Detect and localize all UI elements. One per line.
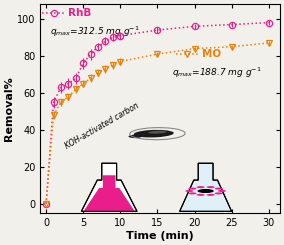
Ellipse shape <box>148 131 166 134</box>
Circle shape <box>218 190 226 192</box>
Polygon shape <box>180 163 232 211</box>
X-axis label: Time (min): Time (min) <box>126 231 194 241</box>
Text: KOH-activated carbon: KOH-activated carbon <box>63 101 140 151</box>
Polygon shape <box>81 163 137 211</box>
Circle shape <box>128 135 142 138</box>
Circle shape <box>206 194 215 196</box>
Circle shape <box>206 186 215 188</box>
Text: RhB: RhB <box>68 8 92 18</box>
Circle shape <box>188 188 197 190</box>
Circle shape <box>197 194 205 196</box>
Text: MO: MO <box>202 49 221 59</box>
Circle shape <box>197 186 205 188</box>
Circle shape <box>197 189 214 193</box>
Text: $q_{max}$=188.7 mg g$^{-1}$: $q_{max}$=188.7 mg g$^{-1}$ <box>172 65 262 80</box>
Circle shape <box>185 190 193 192</box>
Text: $q_{max}$=312.5 mg g$^{-1}$: $q_{max}$=312.5 mg g$^{-1}$ <box>50 24 140 39</box>
Ellipse shape <box>133 130 174 137</box>
Y-axis label: Removal%: Removal% <box>4 76 14 141</box>
Circle shape <box>215 192 223 194</box>
Circle shape <box>188 192 197 194</box>
Polygon shape <box>83 175 135 211</box>
Circle shape <box>215 188 223 190</box>
